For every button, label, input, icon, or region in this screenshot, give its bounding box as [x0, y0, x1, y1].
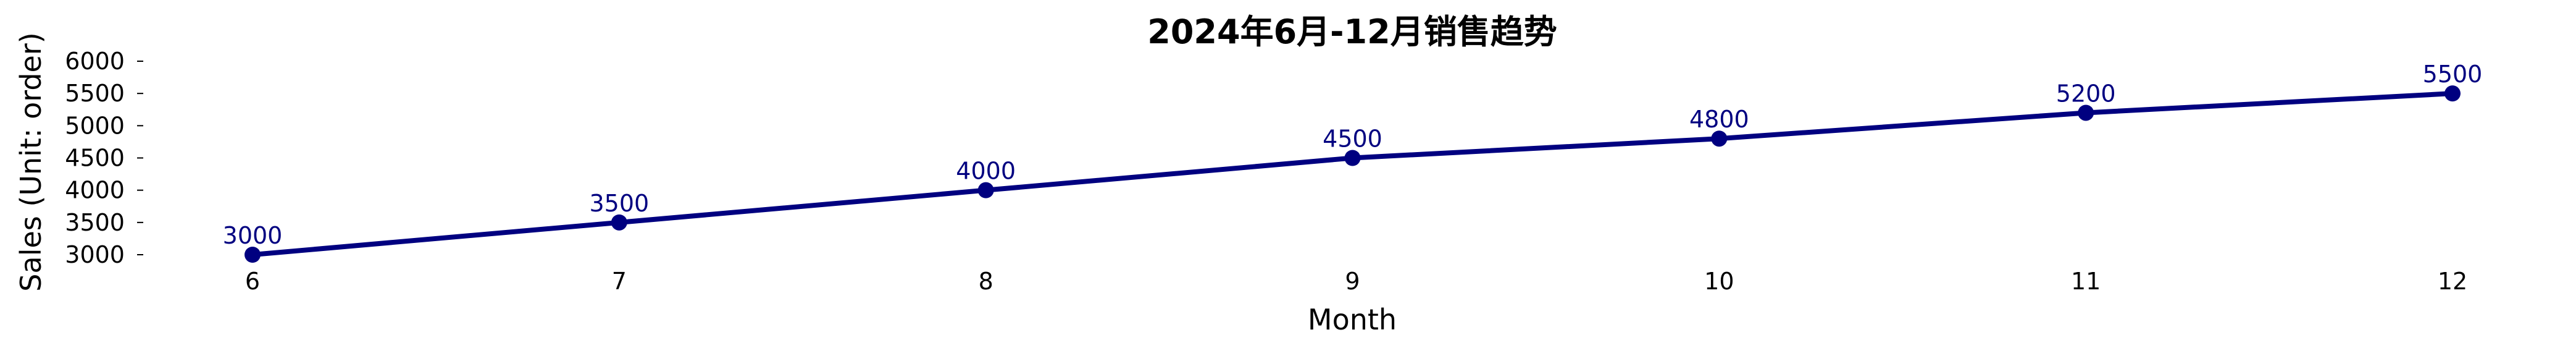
data-labels-layer: 3000 3500 4000 4500 4800 5200 5500: [223, 61, 2483, 249]
series-layer: [245, 85, 2461, 263]
data-point: [2444, 85, 2461, 102]
data-point: [245, 247, 261, 263]
y-tick-label: 3500: [65, 209, 125, 236]
chart-title: 2024年6月-12月销售趋势: [1147, 12, 1557, 51]
y-tick-label: 4500: [65, 145, 125, 172]
y-tick-label: 3000: [65, 241, 125, 268]
series-line: [250, 91, 2455, 257]
data-label: 4500: [1323, 125, 1382, 153]
y-axis-ticks: 3000 3500 4000 4500 5000 5500 6000: [65, 48, 143, 268]
data-point: [1711, 130, 1728, 147]
x-tick-label: 10: [1704, 268, 1734, 295]
x-axis-ticks: 6 7 8 9 10 11 12: [245, 268, 2467, 295]
x-tick-label: 8: [979, 268, 993, 295]
x-tick-label: 6: [245, 268, 260, 295]
x-tick-label: 12: [2438, 268, 2467, 295]
x-tick-label: 9: [1345, 268, 1360, 295]
x-tick-label: 11: [2071, 268, 2101, 295]
data-point: [977, 182, 994, 198]
data-label: 3000: [223, 222, 283, 249]
data-point: [611, 214, 627, 231]
data-point: [1344, 150, 1361, 166]
x-tick-label: 7: [612, 268, 627, 295]
x-axis-label: Month: [1308, 303, 1397, 336]
data-label: 3500: [589, 190, 649, 217]
y-axis-label: Sales (Unit: order): [14, 32, 48, 291]
y-tick-label: 5500: [65, 80, 125, 107]
y-tick-label: 6000: [65, 48, 125, 75]
data-label: 4800: [1689, 106, 1749, 133]
data-label: 5200: [2056, 80, 2116, 107]
y-tick-label: 5000: [65, 112, 125, 139]
data-point: [2078, 104, 2094, 121]
data-label: 4000: [956, 158, 1016, 185]
y-tick-label: 4000: [65, 177, 125, 204]
data-label: 5500: [2423, 61, 2483, 88]
